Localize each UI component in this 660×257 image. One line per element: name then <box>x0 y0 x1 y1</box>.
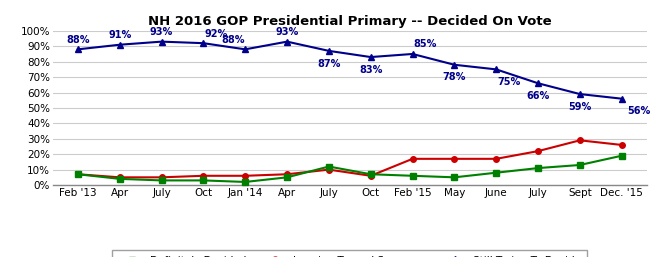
Text: 91%: 91% <box>108 30 131 40</box>
Text: 87%: 87% <box>317 59 341 69</box>
Text: 83%: 83% <box>359 65 382 75</box>
Text: 78%: 78% <box>443 72 466 82</box>
Text: 92%: 92% <box>205 29 228 39</box>
Text: 93%: 93% <box>150 27 173 37</box>
Text: 66%: 66% <box>527 91 550 101</box>
Text: 75%: 75% <box>497 77 520 87</box>
Legend: Definitely Decided, Leaning Toward Someone, Still Trying To Decide: Definitely Decided, Leaning Toward Someo… <box>112 250 587 257</box>
Text: 88%: 88% <box>221 35 244 45</box>
Text: 59%: 59% <box>568 102 591 112</box>
Title: NH 2016 GOP Presidential Primary -- Decided On Vote: NH 2016 GOP Presidential Primary -- Deci… <box>148 15 552 28</box>
Text: 93%: 93% <box>275 27 299 37</box>
Text: 56%: 56% <box>627 106 650 116</box>
Text: 88%: 88% <box>66 35 90 45</box>
Text: 85%: 85% <box>413 39 437 49</box>
